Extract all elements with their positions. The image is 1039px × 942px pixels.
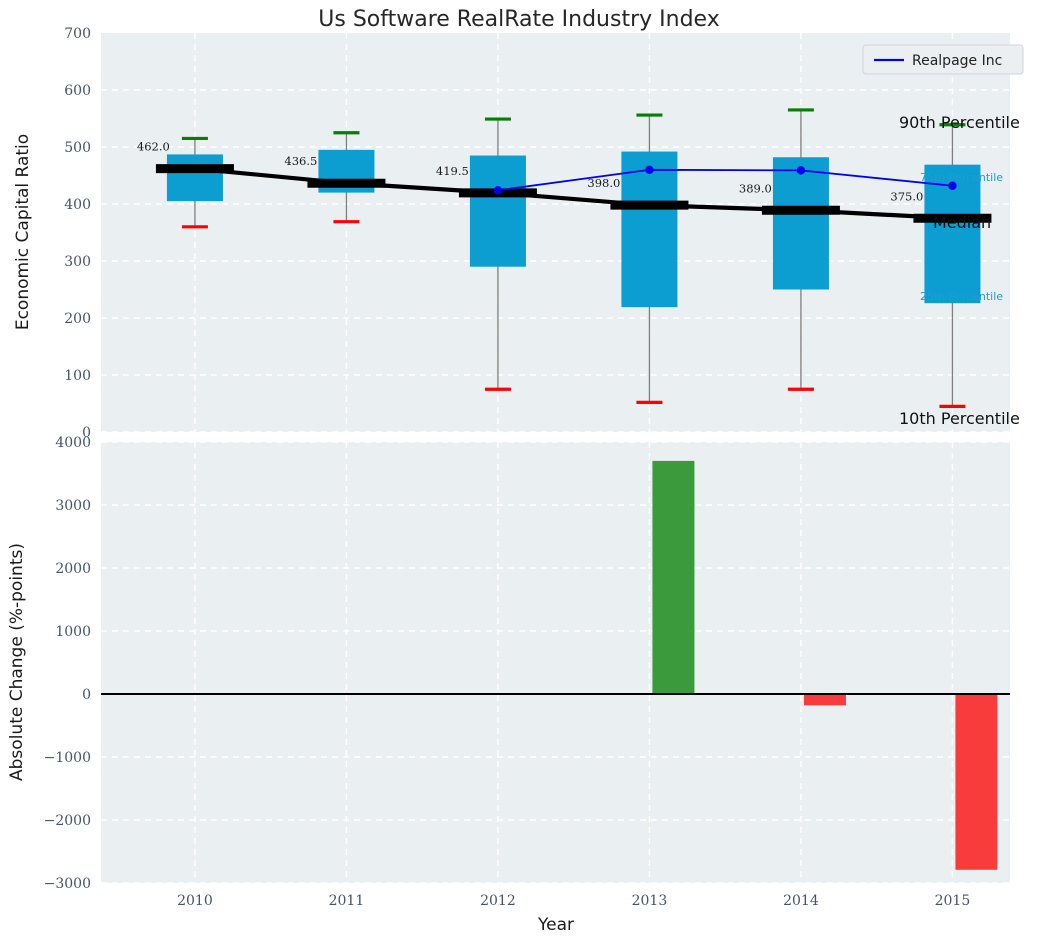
top-y-axis-title: Economic Capital Ratio	[13, 134, 33, 330]
x-tick-2011: 2011	[329, 893, 365, 909]
annotation-10th-percentile: 10th Percentile	[899, 409, 1020, 428]
bottom-y-tick--1000: −1000	[44, 750, 91, 766]
realpage-inc-point-2013	[645, 166, 653, 174]
bottom-y-tick-1000: 1000	[55, 624, 91, 640]
realpage-inc-point-2014	[797, 166, 805, 174]
panel-economic-capital-ratio: 0100200300400500600700 462.0436.5419.539…	[13, 26, 1023, 441]
median-label-2014: 389.0	[739, 181, 772, 195]
bottom-plot-background	[101, 442, 1010, 883]
x-tick-2014: 2014	[783, 893, 819, 909]
annotation-90th-percentile: 90th Percentile	[899, 113, 1020, 132]
x-axis-title: Year	[537, 915, 574, 935]
annotation-median: Median	[933, 213, 991, 232]
realpage-inc-point-2012	[494, 186, 502, 194]
bottom-y-tick--2000: −2000	[44, 813, 91, 829]
bottom-y-axis-title: Absolute Change (%-points)	[7, 543, 27, 781]
bottom-y-tick-3000: 3000	[55, 498, 91, 514]
median-label-2015: 375.0	[890, 189, 923, 203]
top-y-tick-200: 200	[64, 311, 91, 327]
bottom-y-tick-0: 0	[82, 687, 91, 703]
x-tick-2015: 2015	[935, 893, 971, 909]
legend-label-realpage-inc: Realpage Inc	[912, 53, 1002, 69]
top-y-tick-300: 300	[64, 254, 91, 270]
legend[interactable]: Realpage Inc	[863, 45, 1023, 74]
top-y-tick-700: 700	[64, 26, 91, 42]
bar-2014	[804, 694, 846, 705]
bottom-y-tick-2000: 2000	[55, 561, 91, 577]
bar-2015	[955, 694, 997, 870]
realrate-industry-index-figure: Us Software RealRate Industry Index 0 100…	[0, 0, 1039, 942]
iqr-box	[773, 157, 829, 289]
iqr-box	[167, 154, 223, 201]
median-label-2010: 462.0	[137, 140, 170, 154]
top-plot-background	[101, 33, 1010, 432]
x-tick-2012: 2012	[480, 893, 516, 909]
top-y-tick-400: 400	[64, 197, 91, 213]
annotation-75th-percentile: 75th Percentile	[920, 171, 1003, 184]
bottom-y-tick--3000: −3000	[44, 876, 91, 892]
page-title: Us Software RealRate Industry Index	[318, 7, 719, 32]
x-tick-2013: 2013	[632, 893, 668, 909]
median-label-2011: 436.5	[284, 154, 317, 168]
panel-absolute-change: 4000 3000 2000 1000 0 −1000 −2000 −3000 Absolut…	[7, 435, 1010, 935]
bottom-y-tick-4000: 4000	[55, 435, 91, 451]
iqr-box	[470, 156, 526, 267]
top-y-tick-600: 600	[64, 83, 91, 99]
iqr-box	[621, 152, 677, 308]
top-y-tick-500: 500	[64, 140, 91, 156]
annotation-25th-percentile: 25th Percentile	[920, 290, 1003, 303]
bar-2013	[652, 461, 694, 694]
top-y-tick-100: 100	[64, 368, 91, 384]
x-tick-2010: 2010	[177, 893, 213, 909]
median-label-2012: 419.5	[436, 164, 469, 178]
chart-figure: Us Software RealRate Industry Index 0 100…	[0, 0, 1039, 942]
